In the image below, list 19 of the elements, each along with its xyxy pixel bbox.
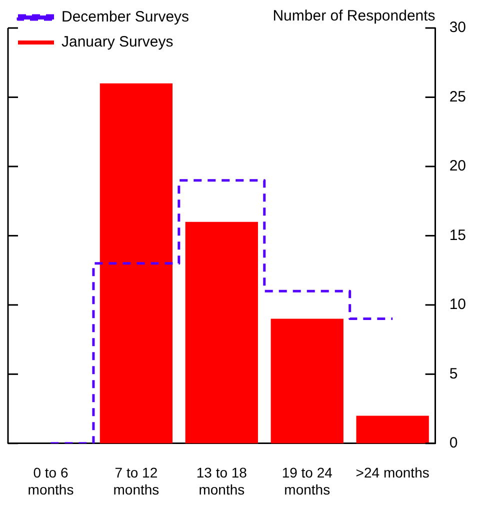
y-axis-title: Number of Respondents (272, 8, 436, 25)
legend-label: January Surveys (62, 34, 174, 51)
y-tick-label: 0 (449, 434, 458, 452)
y-tick-label: 25 (449, 88, 466, 106)
y-tick-label: 20 (449, 158, 466, 175)
bar (270, 318, 344, 444)
x-tick-label: 7 to 12 months (113, 464, 160, 498)
legend-label: December Surveys (62, 8, 190, 26)
y-tick-label: 5 (449, 365, 458, 382)
x-tick-label: >24 months (356, 464, 430, 481)
x-tick-label: 13 to 18 months (196, 464, 248, 498)
bar (100, 83, 173, 444)
y-tick-label: 10 (449, 296, 466, 314)
x-tick-label: 19 to 24 months (282, 464, 333, 498)
x-tick-label: 0 to 6 months (28, 464, 74, 498)
bar (185, 222, 258, 444)
y-tick-label: 15 (449, 226, 466, 244)
bar (356, 416, 429, 444)
y-tick-label: 30 (449, 19, 466, 36)
